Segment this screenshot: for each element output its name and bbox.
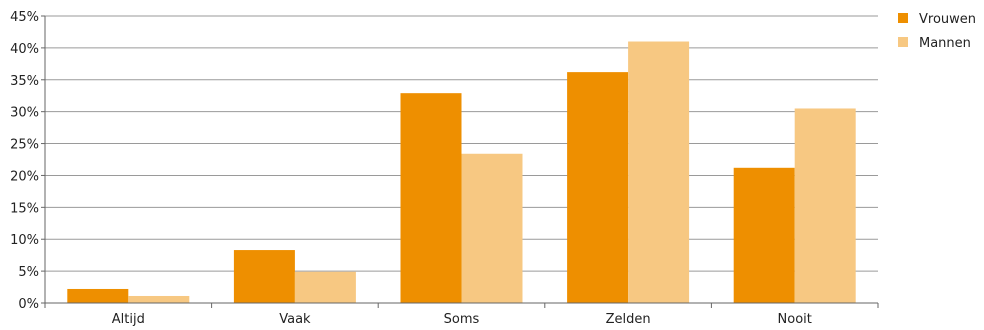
axes <box>41 15 879 308</box>
bar-vrouwen-nooit <box>733 167 795 303</box>
x-tick-label: Nooit <box>778 312 812 327</box>
x-tick-label: Vaak <box>279 312 311 327</box>
legend-label-mannen: Mannen <box>919 36 971 51</box>
y-tick-label: 40% <box>10 42 39 57</box>
y-tick-label: 30% <box>10 106 39 121</box>
legend-swatch-vrouwen <box>898 13 908 23</box>
y-tick-label: 35% <box>10 74 39 89</box>
bar-mannen-soms <box>461 153 523 303</box>
bar-mannen-vaak <box>294 271 356 303</box>
bar-mannen-nooit <box>794 108 856 303</box>
y-tick-label: 25% <box>10 138 39 153</box>
y-tick-label: 20% <box>10 169 39 184</box>
bar-vrouwen-altijd <box>67 288 129 303</box>
legend: Vrouwen Mannen <box>898 12 976 51</box>
bars <box>67 41 856 304</box>
y-tick-label: 45% <box>10 10 39 25</box>
bar-vrouwen-zelden <box>567 72 629 303</box>
y-tick-label: 5% <box>18 265 39 280</box>
bar-vrouwen-vaak <box>233 250 295 303</box>
x-tick-label: Soms <box>444 312 480 327</box>
x-tick-label: Zelden <box>606 312 651 327</box>
bar-mannen-zelden <box>628 41 690 304</box>
bar-vrouwen-soms <box>400 93 462 303</box>
y-tick-label: 10% <box>10 233 39 248</box>
legend-label-vrouwen: Vrouwen <box>919 12 976 27</box>
tick-labels: 0% 5% 10% 15% 20% 25% 30% 35% 40% 45% Altijd Vaak So… <box>10 10 812 327</box>
x-tick-label: Altijd <box>112 312 145 327</box>
y-tick-label: 15% <box>10 201 39 216</box>
y-tick-label: 0% <box>18 297 39 312</box>
bar-mannen-altijd <box>128 295 190 303</box>
legend-swatch-mannen <box>898 37 908 47</box>
